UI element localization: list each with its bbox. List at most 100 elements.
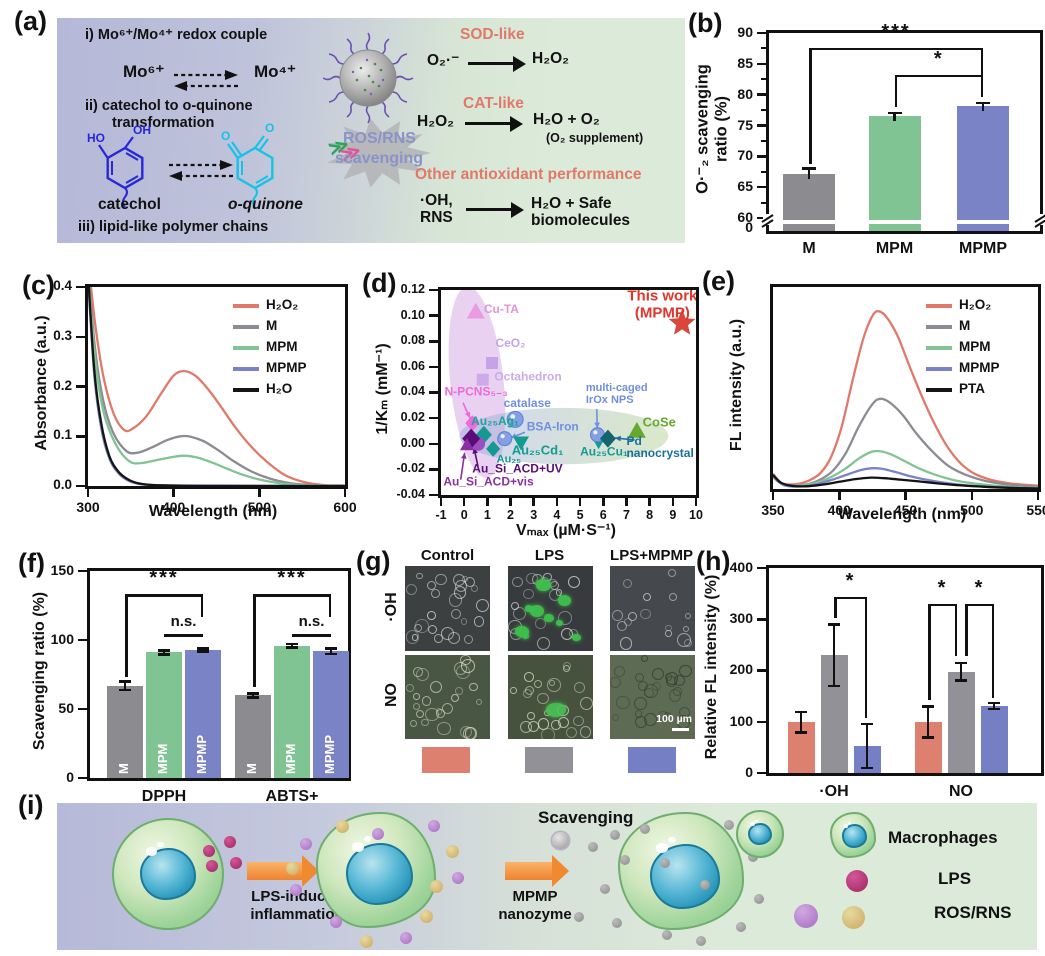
cat-product: H₂O + O₂ — [533, 111, 600, 128]
hydroxyl-label: HO — [87, 131, 105, 145]
error-cap — [988, 701, 1000, 705]
cell-ring — [612, 610, 624, 622]
transformation-equilibrium-arrows-icon — [169, 160, 233, 181]
mpmp-label-1: MPMP — [512, 888, 558, 905]
mechanism-item-1: i) Mo⁶⁺/Mo⁴⁺ redox couple — [85, 27, 268, 43]
cell-ring — [614, 665, 625, 677]
point-label-line: Au₂₅Cd₁ — [512, 443, 564, 458]
x-tick — [838, 492, 841, 500]
x-tick — [555, 498, 559, 506]
cell-ring — [616, 695, 630, 710]
fluorescent-blob — [524, 605, 533, 612]
micrograph-NO-Control — [405, 654, 490, 739]
point-label-line: N-PCNS₅₋₃ — [444, 385, 507, 399]
cell-glint — [843, 823, 849, 828]
error-bar — [807, 168, 811, 179]
cell-ring — [565, 727, 578, 739]
oquinone-label: o-quinone — [228, 196, 303, 213]
micrograph-column-lps: LPS — [534, 547, 565, 564]
series-curve-H₂O — [88, 287, 345, 486]
y-tick-label: 0.02 — [400, 410, 425, 424]
series-curve-PTA — [773, 474, 1038, 489]
cell-ring — [535, 618, 546, 629]
cell-ring — [461, 575, 469, 582]
error-cap — [828, 623, 840, 626]
legend-line-swatch — [233, 325, 259, 329]
legend-label: M — [959, 318, 971, 333]
cell-ring — [624, 618, 633, 627]
error-cap — [795, 731, 807, 734]
panel-d-plot: -1 0 1 2 3 4 5 6 7 8 9 10 -0.04 -0.02 0.00 0.02 0.04 0.06… — [397, 282, 703, 522]
y-tick-label: 0.00 — [400, 435, 425, 450]
y-tick-label: 80 — [737, 85, 753, 102]
other-product-2: biomolecules — [531, 212, 631, 229]
error-cap — [861, 766, 873, 770]
bar-ABTS+-M — [235, 695, 271, 778]
y-minor-tick — [761, 47, 766, 50]
cat-like-title: CAT-like — [463, 95, 524, 112]
legend-label: PTA — [959, 381, 985, 396]
reaction-arrow-icon — [468, 55, 526, 72]
fluorescent-blob — [555, 620, 564, 626]
point-label-line: Au_Si_ACD+UV — [472, 462, 562, 476]
arrowhead — [169, 171, 182, 181]
scavenged-dot-gray — [700, 880, 710, 890]
marker-square — [486, 357, 498, 370]
fluorescent-blob — [529, 604, 545, 617]
scavenged-dot-gray — [696, 936, 706, 946]
cell-ring — [674, 674, 686, 686]
significance-leg — [928, 603, 931, 701]
arrowhead — [225, 70, 238, 80]
cell-ring — [405, 683, 415, 693]
panel-a-schematic: ≫ ≫ i) Mo⁶⁺/Mo⁴⁺ redox couple Mo⁶⁺ Mo⁴⁺ i… — [57, 18, 685, 243]
point-label: Octahedron — [494, 369, 561, 383]
legend-macrophage-icon — [736, 810, 784, 858]
y-tick-label: 150 — [50, 561, 74, 578]
ros-dot-purple — [452, 872, 464, 884]
legend-item: M — [926, 316, 1036, 337]
bar-ABTS+-MPMP — [313, 651, 349, 778]
marker-triangle — [466, 302, 485, 319]
cell-ring — [651, 682, 661, 692]
x-tick-label: 7 — [622, 508, 630, 522]
other-product-1: H₂O + Safe — [531, 195, 612, 212]
point-label: catalase — [504, 396, 552, 410]
x-tick-label: 10 — [689, 508, 703, 522]
legend-ros-purple-icon — [794, 904, 818, 928]
legend-item: M — [233, 316, 343, 337]
cell-ring — [668, 689, 682, 702]
y-tick — [757, 216, 766, 220]
x-tick — [625, 498, 628, 506]
lps-induced-label-2: inflammation — [250, 906, 344, 923]
bond — [98, 144, 109, 159]
y-tick — [429, 416, 438, 420]
significance-label: *** — [881, 20, 911, 43]
y-tick-label-zero: 0 — [745, 219, 753, 235]
micrograph-row-oh: ·OH — [383, 592, 400, 622]
legend-item: MPMP — [233, 358, 343, 379]
point-label-line: Au₂₅ — [497, 453, 522, 465]
error-bar — [893, 112, 896, 121]
micrograph-column-lps-mpmp: LPS+MPMP — [610, 547, 693, 564]
x-tick — [86, 489, 90, 497]
x-tick-label: 300 — [76, 499, 100, 515]
axis-break-icon — [761, 214, 774, 228]
significance-label: * — [974, 576, 985, 599]
this-work-star — [668, 309, 696, 335]
double-bond — [231, 141, 243, 157]
panel-f-y-axis-label: Scavenging ratio (%) — [31, 591, 48, 751]
double-bond — [258, 138, 269, 152]
bar-inner-label: MPMP — [194, 735, 209, 774]
break-slash — [1034, 214, 1045, 223]
significance-leg — [328, 594, 331, 617]
y-tick — [76, 435, 85, 438]
this-work-label: This work (MPMP) — [627, 290, 696, 321]
bar-inner-label: MPM — [155, 743, 170, 774]
micrograph-·OH-LPS+MPMP — [610, 566, 695, 651]
ros-dot-yellow — [360, 935, 373, 948]
series-curve-MPM — [88, 287, 345, 486]
y-minor-tick — [761, 139, 766, 142]
cell-ring — [448, 593, 463, 608]
cell-ring — [460, 617, 468, 625]
panel-label-i: (i) — [18, 790, 44, 820]
